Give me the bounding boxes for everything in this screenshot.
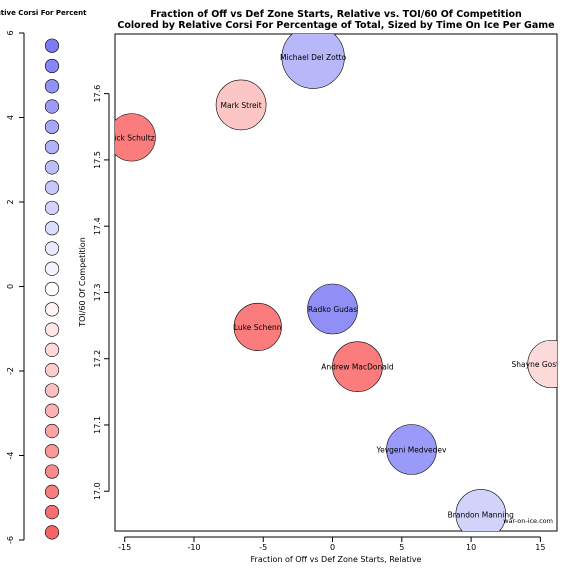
legend-swatch xyxy=(44,505,60,520)
x-tick-label: 5 xyxy=(399,543,404,552)
legend-swatch xyxy=(44,423,60,439)
legend-swatch xyxy=(44,160,60,175)
point-label: Nick Schultz xyxy=(109,133,155,142)
legend-tick-label: 6 xyxy=(6,30,15,35)
y-tick-label: 17.5 xyxy=(93,151,102,169)
legend-tick-label: -2 xyxy=(6,367,15,375)
point-luke-schenn xyxy=(233,302,282,351)
legend-axis: 6 4 2 0 -2 -4 -6 xyxy=(6,30,25,544)
point-michael-del-zotto xyxy=(281,34,345,89)
legend-swatch xyxy=(44,363,60,378)
y-axis: 17.0 17.1 17.2 17.3 17.4 17.5 17.6 xyxy=(93,85,110,500)
credit-text: war-on-ice.com xyxy=(503,517,553,525)
point-yevgeni-medvedev xyxy=(386,424,437,475)
plot-frame xyxy=(114,33,558,532)
x-axis-label: Fraction of Off vs Def Zone Starts, Rela… xyxy=(251,555,422,564)
point-nick-schultz xyxy=(115,113,156,162)
legend-tick-label: -4 xyxy=(6,452,15,460)
data-points: Michael Del Zotto Mark Streit Nick Schultz… xyxy=(109,34,575,531)
legend-swatch xyxy=(44,221,60,236)
point-label: Luke Schenn xyxy=(234,323,282,332)
point-brandon-manning xyxy=(455,489,507,531)
legend-swatch xyxy=(44,525,60,540)
legend-title: Relative Corsi For Percent xyxy=(0,9,87,17)
legend-tick-label: 2 xyxy=(6,199,15,204)
legend-swatch xyxy=(44,302,60,317)
point-andrew-macdonald xyxy=(332,341,383,392)
legend-swatch xyxy=(44,261,60,276)
point-shayne-gostisbehere xyxy=(527,339,557,389)
y-tick-label: 17.3 xyxy=(93,284,102,302)
chart-subtitle: Colored by Relative Corsi For Percentage… xyxy=(117,20,554,31)
legend-swatch xyxy=(44,99,60,114)
legend-swatch xyxy=(44,342,60,357)
y-tick-label: 17.6 xyxy=(93,85,102,103)
legend-swatch xyxy=(44,200,60,216)
x-tick-label: 10 xyxy=(466,543,476,552)
y-axis-label: TOI/60 Of Competition xyxy=(78,237,87,328)
point-label: Michael Del Zotto xyxy=(280,53,347,62)
legend-swatch xyxy=(44,241,60,256)
point-label: Brandon Manning xyxy=(448,510,514,519)
legend-swatches xyxy=(44,38,60,540)
legend-swatch xyxy=(44,38,60,53)
x-tick-label: 0 xyxy=(330,543,335,552)
x-tick-label: -15 xyxy=(118,543,131,552)
y-tick-label: 17.0 xyxy=(93,482,102,500)
legend-swatch xyxy=(44,322,60,337)
x-axis: -15 -10 -5 0 5 10 15 xyxy=(118,536,545,552)
point-label: Yevgeni Medvedev xyxy=(376,445,448,454)
point-label: Mark Streit xyxy=(221,101,262,110)
y-tick-label: 17.2 xyxy=(93,350,102,368)
chart-title: Fraction of Off vs Def Zone Starts, Rela… xyxy=(150,9,522,20)
x-tick-label: 15 xyxy=(535,543,545,552)
point-mark-streit xyxy=(215,79,267,131)
x-tick-label: -5 xyxy=(259,543,267,552)
y-tick-label: 17.4 xyxy=(93,217,102,235)
x-tick-label: -10 xyxy=(187,543,200,552)
legend-swatch xyxy=(44,180,60,195)
legend-swatch xyxy=(44,79,60,94)
point-label: Andrew MacDonald xyxy=(321,363,394,372)
legend-tick-label: 0 xyxy=(6,284,15,289)
legend-swatch xyxy=(44,58,60,74)
legend-swatch xyxy=(44,464,60,479)
legend-swatch xyxy=(44,444,60,459)
legend-swatch xyxy=(44,139,60,155)
point-label: Shayne Gostisbehere xyxy=(512,360,575,369)
legend-tick-label: -6 xyxy=(6,536,15,544)
legend-swatch xyxy=(44,484,60,499)
point-label: Radko Gudas xyxy=(308,305,357,314)
legend-swatch xyxy=(44,383,60,398)
legend-swatch xyxy=(44,403,60,418)
y-tick-label: 17.1 xyxy=(93,416,102,434)
legend-swatch xyxy=(44,281,60,297)
legend-tick-label: 4 xyxy=(6,115,15,120)
legend-swatch xyxy=(44,119,60,134)
point-radko-gudas xyxy=(307,283,358,335)
